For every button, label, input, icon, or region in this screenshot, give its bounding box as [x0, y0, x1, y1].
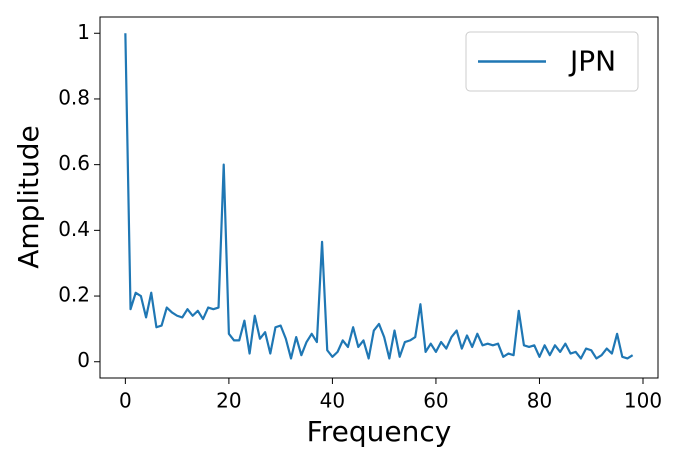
y-tick-label: 1: [77, 20, 90, 44]
y-tick-label: 0.6: [58, 151, 90, 175]
x-tick-label: 60: [423, 389, 448, 413]
y-axis-label: Amplitude: [12, 125, 45, 269]
x-tick-label: 80: [527, 389, 552, 413]
y-tick-label: 0.8: [58, 85, 90, 109]
plot-frame: [99, 16, 659, 379]
x-tick-label: 40: [320, 389, 345, 413]
x-tick-label: 0: [119, 389, 132, 413]
line: [124, 33, 634, 360]
x-tick-label: 100: [624, 389, 662, 413]
y-tick-label: 0: [77, 348, 90, 372]
legend-label: JPN: [568, 45, 616, 78]
x-tick-label: 20: [216, 389, 241, 413]
legend: [465, 31, 639, 92]
y-tick-label: 0.4: [58, 217, 90, 241]
y-tick-label: 0.2: [58, 283, 90, 307]
x-axis-label: Frequency: [307, 415, 452, 448]
